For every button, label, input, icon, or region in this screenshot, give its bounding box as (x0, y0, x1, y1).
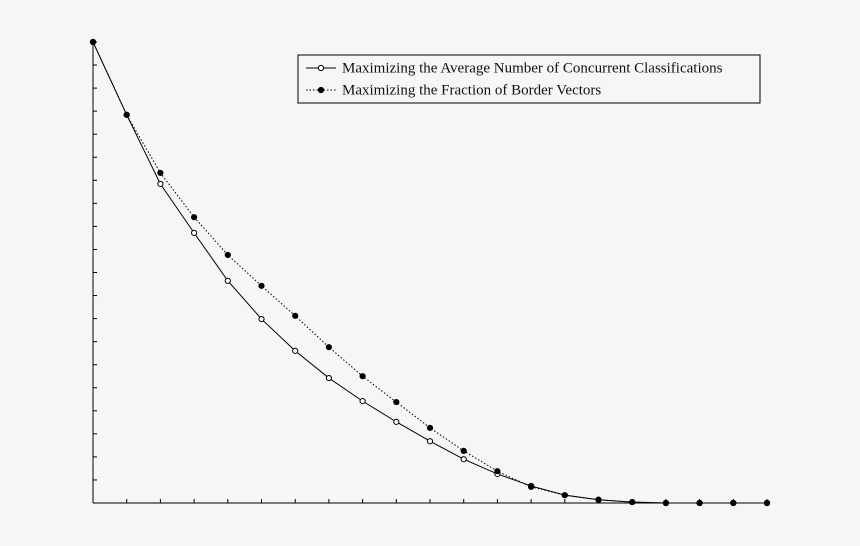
data-point (292, 312, 299, 319)
data-point (561, 492, 568, 499)
data-point (325, 344, 332, 351)
data-point (157, 180, 164, 188)
data-point (258, 315, 265, 323)
data-point (89, 38, 97, 46)
legend-label: Maximizing the Fraction of Border Vector… (342, 82, 601, 98)
data-point (258, 282, 265, 289)
data-point (662, 499, 670, 507)
data-point (224, 277, 231, 284)
data-point (359, 373, 366, 380)
legend-box (297, 54, 761, 104)
data-point (696, 499, 703, 507)
data-point (123, 111, 130, 118)
series-line (92, 41, 767, 504)
data-point (426, 438, 434, 445)
data-point (393, 418, 400, 425)
data-point (359, 398, 366, 405)
legend: Maximizing the Average Number of Concurr… (297, 54, 761, 104)
data-point (393, 398, 400, 406)
data-point (460, 447, 467, 455)
legend-label: Maximizing the Average Number of Concurr… (342, 60, 723, 76)
data-point (595, 496, 602, 503)
data-point (460, 456, 467, 463)
data-point (494, 468, 501, 475)
data-point (224, 251, 231, 259)
data-point (763, 499, 771, 507)
legend-marker (317, 64, 325, 72)
data-point (426, 424, 434, 431)
data-point (629, 498, 636, 506)
data-point (292, 347, 299, 354)
series-line (92, 41, 767, 504)
legend-marker (317, 86, 325, 94)
data-point (191, 214, 198, 221)
data-point (325, 374, 332, 382)
data-point (191, 229, 198, 236)
data-point (730, 499, 737, 507)
data-point (528, 483, 535, 490)
data-point (157, 169, 164, 177)
